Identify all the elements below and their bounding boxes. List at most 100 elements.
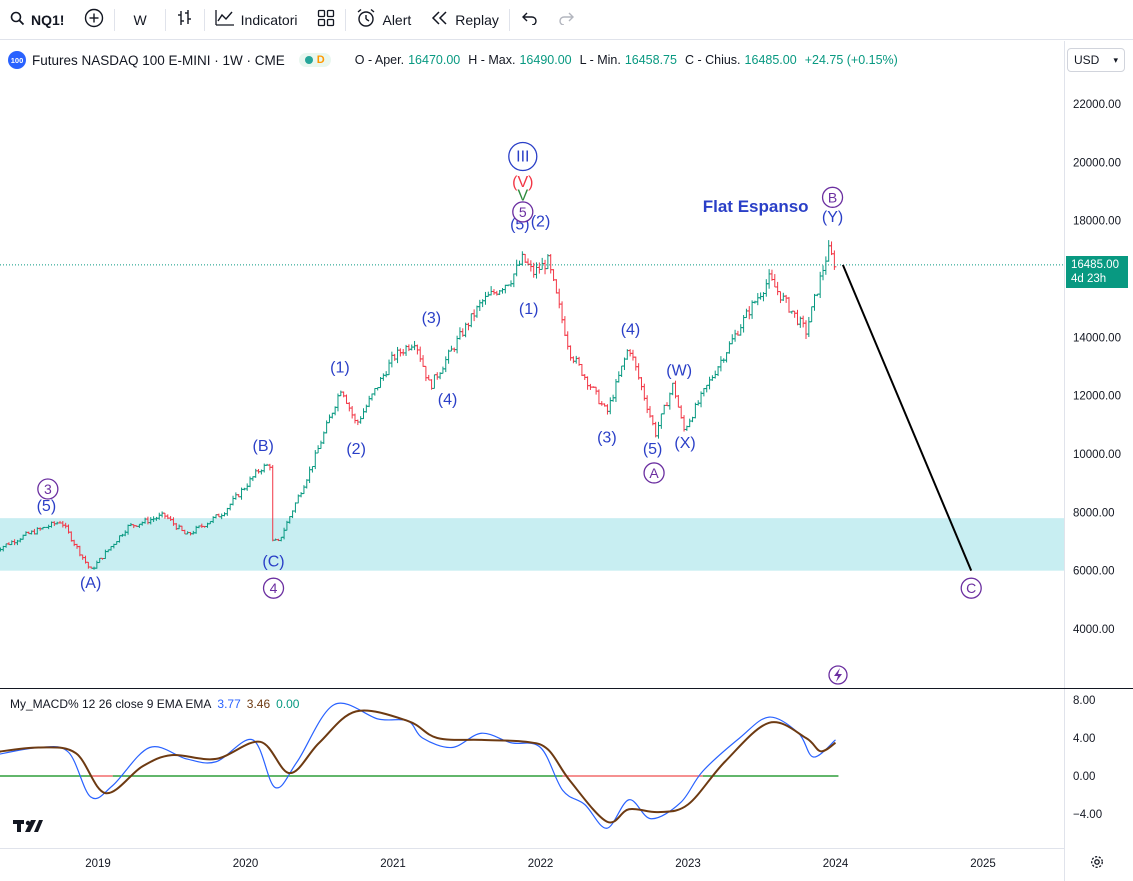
wave-label: (3) — [597, 429, 617, 446]
wave-label: (V) — [512, 174, 533, 191]
price-bar — [806, 316, 811, 338]
price-bar — [472, 309, 477, 322]
price-bar — [704, 384, 709, 393]
last-price-tag: 16485.00 4d 23h — [1066, 256, 1128, 288]
price-bar — [543, 259, 548, 275]
symbol-search-button[interactable]: NQ1! — [0, 0, 74, 40]
price-bar — [347, 402, 352, 412]
time-tick-label: 2023 — [675, 858, 701, 870]
price-tick-label: 10000.00 — [1073, 449, 1121, 461]
price-bar — [568, 345, 573, 361]
currency-label: USD — [1074, 53, 1100, 67]
wave-label: (2) — [346, 441, 366, 458]
replay-button[interactable]: Replay — [421, 0, 509, 40]
wave-label: (1) — [330, 359, 350, 376]
price-bar — [707, 376, 712, 390]
price-tick-label: 14000.00 — [1073, 332, 1121, 344]
price-bar — [358, 416, 363, 424]
price-bar — [786, 296, 791, 313]
top-toolbar: NQ1! W Indicatori Alert Repl — [0, 0, 1133, 40]
price-bar — [389, 351, 394, 368]
toolbar-divider — [345, 8, 347, 31]
indicators-icon — [215, 9, 235, 30]
price-bar — [367, 395, 372, 408]
redo-button[interactable] — [548, 0, 586, 40]
price-bar — [579, 363, 584, 377]
interval-button[interactable]: W — [115, 0, 164, 40]
wave-label: (5) — [37, 498, 57, 515]
alert-button[interactable]: Alert — [346, 0, 421, 40]
circle-wave-label: 5 — [512, 201, 534, 223]
price-bar — [457, 327, 462, 340]
toolbar-divider — [164, 8, 166, 31]
price-tick-label: 4000.00 — [1073, 624, 1115, 636]
lightning-icon — [828, 665, 848, 685]
market-status-pill[interactable]: D — [298, 53, 331, 67]
gear-icon[interactable] — [1090, 855, 1104, 872]
wave-circle — [262, 577, 285, 599]
price-bar — [784, 294, 789, 303]
price-bar — [392, 353, 397, 361]
currency-select[interactable]: USD ▾ — [1067, 48, 1125, 72]
layouts-button[interactable] — [307, 0, 345, 40]
alert-label: Alert — [382, 11, 412, 28]
indicators-button[interactable]: Indicatori — [205, 0, 308, 40]
price-bar — [338, 390, 343, 397]
macd-indicator-name: My_MACD% 12 26 close 9 EMA EMA — [10, 697, 212, 711]
high-label: H - Max. — [468, 53, 516, 67]
time-tick-label: 2019 — [85, 858, 111, 870]
price-bar — [511, 273, 516, 288]
macd-line — [0, 702, 836, 829]
price-bar — [718, 356, 723, 372]
undo-button[interactable] — [510, 0, 548, 40]
close-label: C - Chius. — [684, 53, 741, 67]
price-bar — [520, 251, 525, 266]
price-bar — [432, 374, 437, 389]
tradingview-logo[interactable] — [13, 818, 43, 839]
price-bar — [557, 288, 562, 309]
symbol-logo: 100 — [8, 51, 26, 69]
price-bar — [318, 440, 323, 449]
price-bar — [299, 492, 304, 498]
toolbar-divider — [114, 8, 116, 31]
price-bar — [693, 402, 698, 419]
price-bar — [466, 322, 471, 331]
zero-value: 0.00 — [276, 697, 300, 711]
price-bar — [421, 355, 426, 367]
compare-add-button[interactable] — [74, 0, 114, 40]
time-tick-label: 2021 — [380, 858, 406, 870]
macd-legend[interactable]: My_MACD% 12 26 close 9 EMA EMA 3.77 3.46… — [10, 697, 299, 711]
chart-type-button[interactable] — [166, 0, 204, 40]
price-bar — [829, 241, 834, 256]
price-bar — [489, 286, 494, 296]
price-bar — [801, 315, 806, 328]
price-bar — [231, 495, 236, 506]
price-bar — [670, 382, 675, 396]
wave-circle — [821, 186, 844, 208]
macd-tick-label: −4.00 — [1073, 809, 1102, 821]
price-bar — [545, 254, 550, 270]
price-bar — [370, 393, 375, 401]
price-bar — [469, 313, 474, 328]
symbol-title[interactable]: Futures NASDAQ 100 E-MINI · 1W · CME — [32, 52, 285, 68]
price-bar — [747, 306, 752, 320]
price-bar — [750, 300, 755, 319]
open-label: O - Aper. — [354, 53, 405, 67]
price-bar — [571, 356, 576, 364]
price-bar — [823, 256, 828, 275]
high-value: 16490.00 — [519, 53, 572, 67]
price-tick-label: 6000.00 — [1073, 566, 1115, 578]
price-bar — [401, 348, 406, 356]
change-value: +24.75 (+0.15%) — [804, 53, 898, 67]
price-bar — [659, 413, 664, 429]
price-bar — [395, 346, 400, 364]
price-bar — [301, 485, 306, 495]
wave-circle-text: B — [828, 189, 837, 205]
price-bar — [435, 372, 440, 380]
price-tick-label: 22000.00 — [1073, 99, 1121, 111]
wave-circle — [37, 478, 59, 500]
price-bar — [599, 401, 604, 406]
wave-circle-text: 5 — [519, 204, 527, 220]
projection-line — [841, 264, 973, 572]
